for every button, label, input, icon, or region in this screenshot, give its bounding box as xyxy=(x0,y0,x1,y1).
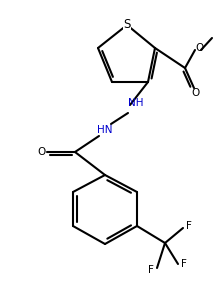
Text: F: F xyxy=(148,265,154,275)
Text: O: O xyxy=(37,147,45,157)
Text: NH: NH xyxy=(128,98,144,108)
Text: HN: HN xyxy=(97,125,113,135)
Text: S: S xyxy=(123,18,131,32)
Text: O: O xyxy=(195,43,203,53)
Text: O: O xyxy=(191,88,199,98)
Text: F: F xyxy=(186,221,192,231)
Text: F: F xyxy=(181,259,187,269)
